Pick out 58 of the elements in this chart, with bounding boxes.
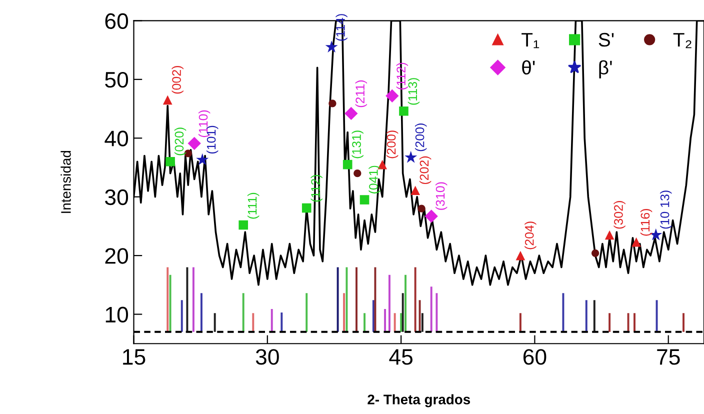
y-tick-label: 60	[105, 13, 128, 29]
legend-label: β'	[599, 60, 612, 78]
legend-label: θ'	[522, 60, 535, 74]
x-axis-title: 2- Theta grados	[368, 394, 470, 408]
point	[386, 89, 399, 102]
annotation: (020)	[174, 128, 186, 156]
y-axis-title: Intensidad	[60, 151, 71, 213]
legend-label: S'	[598, 32, 614, 47]
point	[404, 150, 418, 163]
annotation: (211)	[355, 80, 367, 108]
annotation: (204)	[524, 222, 536, 250]
point	[360, 195, 370, 204]
point	[418, 204, 426, 212]
annotation: (112)	[396, 62, 408, 90]
y-tick-label: 40	[104, 130, 128, 146]
y-tick-label: 50	[105, 72, 128, 88]
annotation: (200)	[415, 124, 427, 152]
annotation: (041)	[368, 166, 380, 194]
annotation: (114)	[336, 14, 348, 41]
x-tick-label: 15	[123, 349, 146, 365]
annotation: (202)	[419, 156, 432, 184]
y-tick-label: 30	[105, 189, 128, 206]
point	[162, 95, 172, 105]
annotation: (113)	[408, 78, 420, 105]
point	[166, 156, 175, 166]
x-tick-label: 60	[523, 349, 546, 365]
annotation: (200)	[386, 130, 398, 158]
point	[632, 237, 641, 247]
point	[325, 40, 338, 52]
point	[238, 220, 248, 230]
point	[344, 106, 358, 120]
y-tick-label: 20	[105, 248, 128, 264]
annotation: (111)	[248, 192, 260, 219]
point	[302, 203, 312, 213]
annotation: (002)	[172, 66, 184, 94]
legend-label: T₂	[673, 33, 692, 48]
point	[591, 249, 600, 258]
x-tick-label: 75	[657, 349, 680, 365]
point	[410, 186, 420, 196]
legend-label: T₁	[522, 33, 540, 48]
annotation: (302)	[614, 201, 626, 229]
x-tick-label: 45	[389, 349, 412, 365]
point	[516, 250, 526, 260]
annotation: (131)	[352, 130, 364, 158]
annotation: (116)	[640, 209, 652, 236]
point	[424, 210, 438, 223]
x-tick-label: 30	[256, 349, 279, 365]
point	[188, 136, 201, 150]
point	[399, 106, 408, 116]
point	[342, 160, 352, 170]
point	[604, 230, 614, 240]
annotation: (10 13)	[660, 190, 672, 229]
annotation: (112)	[310, 174, 322, 202]
annotation: (310)	[436, 182, 448, 210]
point	[328, 100, 336, 108]
y-tick-label: 10	[106, 306, 128, 323]
point	[354, 170, 362, 178]
point	[196, 153, 209, 166]
